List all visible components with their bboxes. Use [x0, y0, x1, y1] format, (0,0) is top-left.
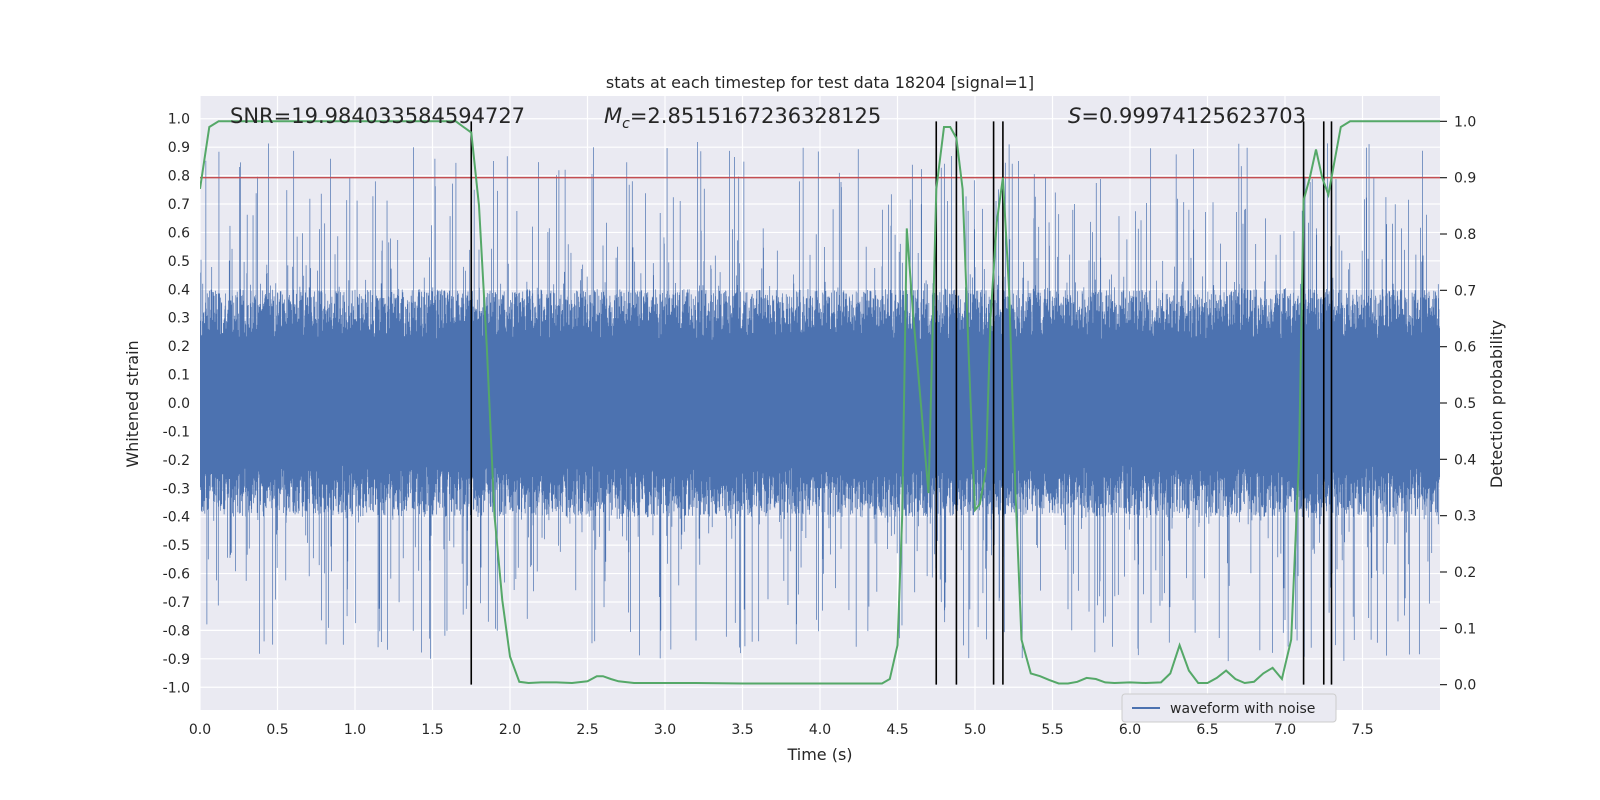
y-right-tick-label: 0.9	[1454, 171, 1476, 187]
legend: waveform with noise	[1121, 693, 1337, 723]
y-right-tick-label: 0.3	[1454, 509, 1476, 525]
x-tick-label: 2.5	[576, 722, 598, 738]
y-left-tick-label: 0.6	[168, 225, 190, 241]
y-left-tick-label: -1.0	[163, 680, 190, 696]
x-tick-label: 1.5	[421, 722, 443, 738]
y-left-tick-label: 0.1	[168, 368, 190, 384]
x-tick-label: 3.5	[731, 722, 753, 738]
x-tick-label: 1.0	[344, 722, 366, 738]
y-right-tick-label: 0.5	[1454, 396, 1476, 412]
legend-label: waveform with noise	[1170, 701, 1315, 717]
y-left-tick-label: 0.8	[168, 169, 190, 185]
y-right-tick-label: 0.8	[1454, 227, 1476, 243]
y-right-tick-label: 0.7	[1454, 283, 1476, 299]
y-right-tick-label: 0.6	[1454, 340, 1476, 356]
snr-annotation: SNR=19.984033584594727	[230, 104, 525, 128]
x-tick-label: 5.5	[1041, 722, 1063, 738]
y-right-axis-label: Detection probability	[1487, 320, 1506, 488]
x-tick-label: 5.0	[964, 722, 986, 738]
y-left-axis-label: Whitened strain	[123, 340, 142, 467]
x-tick-label: 4.5	[886, 722, 908, 738]
chirp-mass-value: =2.8515167236328125	[630, 104, 881, 128]
y-left-tick-label: -0.5	[163, 538, 190, 554]
y-left-tick-label: 0.4	[168, 282, 190, 298]
chirp-mass-annotation: Mc=2.8515167236328125	[604, 104, 881, 132]
legend-box	[1121, 693, 1337, 723]
waveform-series	[200, 142, 1440, 662]
y-left-tick-label: 0.3	[168, 311, 190, 327]
x-tick-label: 2.0	[499, 722, 521, 738]
y-left-tick-label: 0.0	[168, 396, 190, 412]
x-tick-label: 6.5	[1196, 722, 1218, 738]
y-left-tick-label: 0.7	[168, 197, 190, 213]
y-left-tick-label: -0.6	[163, 567, 190, 583]
y-right-tick-label: 0.2	[1454, 565, 1476, 581]
y-left-tick-label: 0.2	[168, 339, 190, 355]
x-tick-label: 6.0	[1119, 722, 1141, 738]
y-left-tick-label: -0.8	[163, 623, 190, 639]
y-left-tick-label: -0.2	[163, 453, 190, 469]
y-left-axis-ticks: 1.0 0.9 0.8 0.7 0.6 0.5 0.4 0.3 0.2 0.1 0.0 -0.1 -0.…	[163, 112, 190, 697]
x-tick-label: 0.0	[189, 722, 211, 738]
y-left-tick-label: -0.7	[163, 595, 190, 611]
y-right-tick-label: 0.4	[1454, 452, 1476, 468]
chart-title: stats at each timestep for test data 182…	[606, 73, 1034, 92]
y-left-tick-label: -0.1	[163, 424, 190, 440]
y-right-tick-label: 1.0	[1454, 114, 1476, 130]
y-left-tick-label: 0.9	[168, 140, 190, 156]
x-tick-label: 0.5	[266, 722, 288, 738]
chirp-mass-symbol: M	[604, 104, 622, 128]
score-annotation: S=0.99974125623703	[1068, 104, 1306, 128]
y-left-tick-label: -0.9	[163, 652, 190, 668]
x-axis-ticks: 0.0 0.5 1.0 1.5 2.0 2.5 3.0 3.5 4.0 4.5 5.0 5.5 6.0 6…	[189, 722, 1374, 738]
y-right-axis-ticks: 1.0 0.9 0.8 0.7 0.6 0.5 0.4 0.3 0.2 0.1 0.0	[1440, 114, 1476, 694]
detection-probability-line	[200, 120, 1440, 685]
score-value: =0.99974125623703	[1081, 104, 1306, 128]
y-left-tick-label: -0.3	[163, 481, 190, 497]
x-tick-label: 7.5	[1351, 722, 1373, 738]
waveform-trace	[200, 142, 1440, 662]
chirp-mass-subscript: c	[622, 116, 630, 132]
x-tick-label: 7.0	[1274, 722, 1296, 738]
y-left-tick-label: 0.5	[168, 254, 190, 270]
y-left-tick-label: 1.0	[168, 112, 190, 128]
x-tick-label: 4.0	[809, 722, 831, 738]
y-right-tick-label: 0.0	[1454, 678, 1476, 694]
y-left-tick-label: -0.4	[163, 510, 190, 526]
x-tick-label: 3.0	[654, 722, 676, 738]
y-right-tick-label: 0.1	[1454, 621, 1476, 637]
score-symbol: S	[1068, 104, 1081, 128]
x-axis-label: Time (s)	[786, 745, 852, 764]
